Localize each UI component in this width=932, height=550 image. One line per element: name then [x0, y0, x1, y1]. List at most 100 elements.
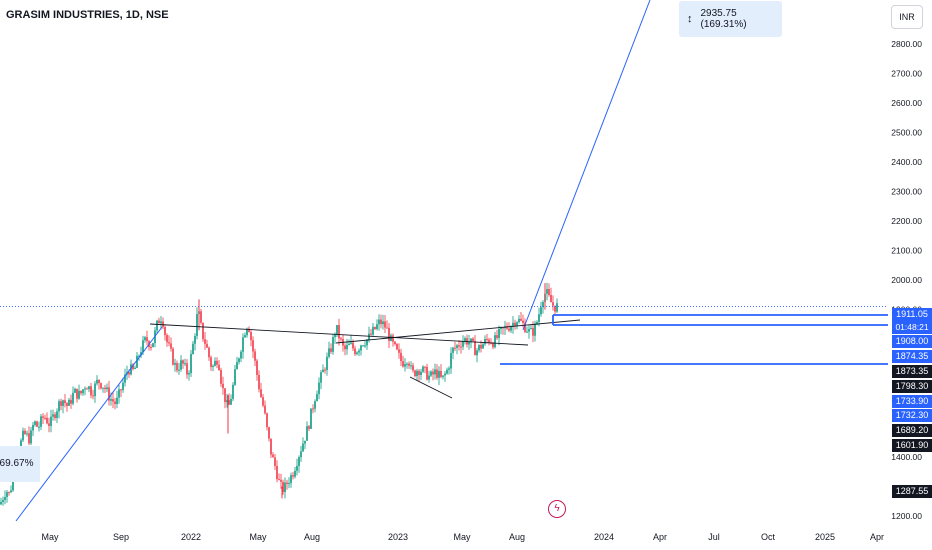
trendline[interactable] — [15, 326, 163, 522]
candle-body — [492, 343, 494, 348]
candle-body — [478, 344, 480, 351]
candle-body — [22, 430, 24, 441]
candle-body — [88, 386, 90, 390]
candle-body — [54, 414, 56, 419]
candle-body — [450, 352, 452, 369]
candle-body — [356, 352, 358, 355]
candle-body — [414, 370, 416, 377]
candle-body — [524, 322, 526, 332]
candle-body — [192, 343, 194, 354]
candle-body — [470, 338, 472, 342]
candle-body — [90, 386, 92, 396]
lightning-icon[interactable]: ϟ — [548, 500, 566, 518]
candle-body — [486, 338, 488, 340]
candle-body — [78, 390, 80, 399]
candle-body — [294, 470, 296, 477]
candle-body — [386, 327, 388, 329]
candle-body — [260, 389, 262, 398]
candle-body — [542, 302, 544, 308]
candle-body — [94, 383, 96, 397]
candle-body — [112, 399, 114, 402]
candle-body — [282, 481, 284, 493]
candle-body — [392, 335, 394, 342]
currency-button[interactable]: INR — [891, 5, 923, 29]
candle-body — [398, 349, 400, 353]
candle-body — [64, 400, 66, 404]
candle-body — [438, 370, 440, 378]
price-tag: 1689.20 — [892, 424, 932, 437]
y-tick-label: 2200.00 — [891, 216, 922, 226]
candle-body — [364, 345, 366, 347]
candle-body — [534, 323, 536, 336]
candle-body — [110, 399, 112, 401]
candle-body — [518, 318, 520, 323]
projection-line[interactable] — [522, 0, 651, 331]
candle-body — [84, 388, 86, 390]
candle-body — [200, 311, 202, 323]
time-axis[interactable]: May Sep 2022 May Aug 2023 May Aug 2024 Apr Jul Oct 2… — [41, 532, 884, 542]
candle-body — [358, 350, 360, 353]
candle-body — [284, 482, 286, 493]
candle-body — [134, 367, 136, 370]
candle-body — [266, 413, 268, 428]
candle-body — [248, 328, 250, 332]
candle-body — [480, 344, 482, 349]
y-tick-label: 1200.00 — [891, 511, 922, 521]
price-tag: 01:48:21 — [892, 321, 932, 334]
candle-body — [298, 457, 300, 466]
candle-body — [92, 395, 94, 397]
candle-body — [436, 369, 438, 378]
candle-body — [416, 370, 418, 377]
candle-body — [240, 351, 242, 359]
candle-body — [142, 340, 144, 353]
neckline[interactable] — [149, 323, 529, 346]
candle-body — [72, 392, 74, 404]
y-tick-label: 2700.00 — [891, 69, 922, 79]
flag-line[interactable] — [409, 376, 453, 399]
candle-body — [388, 327, 390, 341]
candle-body — [328, 348, 330, 357]
candle-body — [292, 475, 294, 477]
candle-body — [548, 289, 550, 295]
candle-body — [74, 388, 76, 393]
candle-body — [244, 335, 246, 338]
candle-body — [104, 387, 106, 390]
y-tick-label: 2800.00 — [891, 39, 922, 49]
price-tag: 1798.30 — [892, 380, 932, 393]
candle-body — [10, 490, 12, 493]
candle-body — [140, 352, 142, 356]
y-tick-label: 1400.00 — [891, 452, 922, 462]
candle-body — [86, 388, 88, 390]
candle-body — [106, 387, 108, 390]
candle-body — [224, 388, 226, 403]
x-tick-label: Oct — [761, 532, 776, 542]
candle-body — [324, 369, 326, 371]
candle-body — [206, 343, 208, 348]
x-tick-label: May — [249, 532, 267, 542]
candle-body — [432, 371, 434, 375]
candle-body — [122, 382, 124, 390]
candle-body — [278, 479, 280, 481]
candle-body — [454, 347, 456, 349]
candle-body — [184, 363, 186, 365]
price-tag: 1908.00 — [892, 335, 932, 348]
candle-body — [174, 363, 176, 365]
candle-body — [36, 421, 38, 427]
price-tag: 1601.90 — [892, 439, 932, 452]
candle-body — [96, 379, 98, 384]
candle-body — [156, 320, 158, 331]
candle-body — [512, 322, 514, 327]
x-tick-label: 2025 — [815, 532, 835, 542]
candle-body — [380, 319, 382, 325]
y-tick-label: 2400.00 — [891, 157, 922, 167]
candle-body — [220, 370, 222, 384]
candle-body — [242, 337, 244, 352]
candle-body — [304, 440, 306, 444]
candle-body — [472, 338, 474, 341]
x-tick-label: Sep — [113, 532, 129, 542]
candle-body — [186, 363, 188, 375]
candle-body — [442, 375, 444, 377]
rising-line[interactable] — [335, 319, 581, 344]
candle-body — [444, 373, 446, 376]
